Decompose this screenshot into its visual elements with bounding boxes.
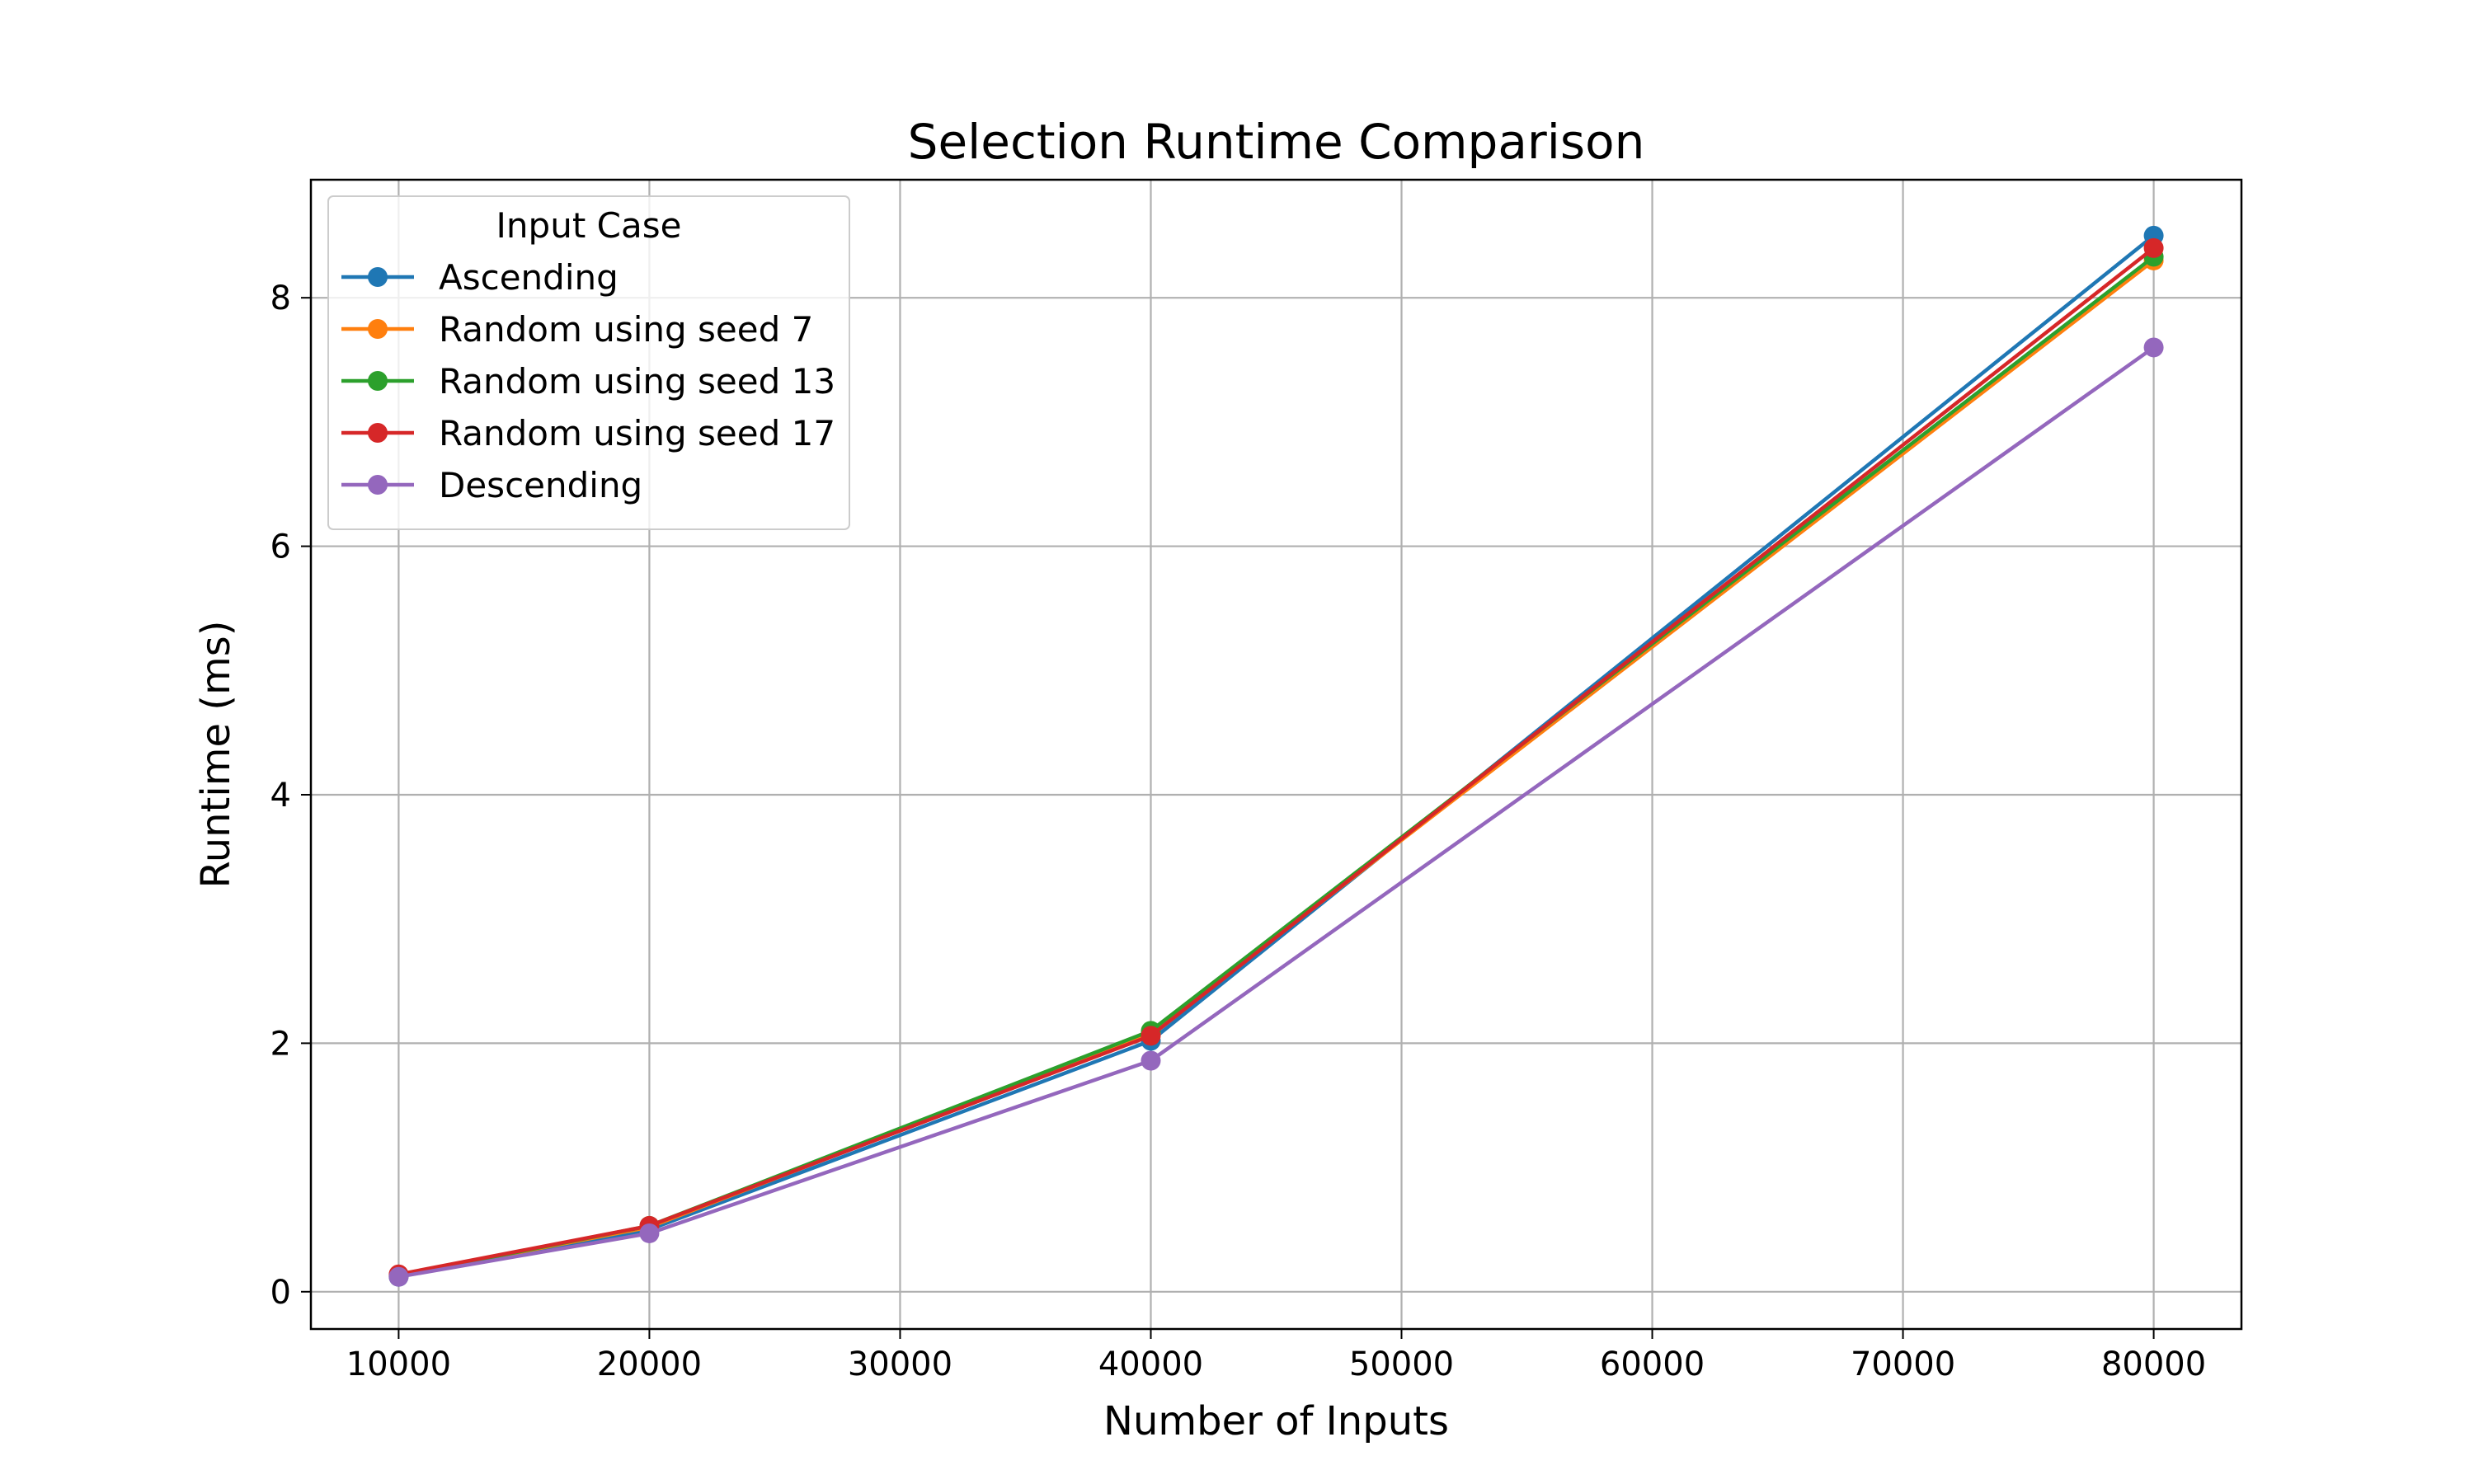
y-tick-label: 2 — [270, 1025, 291, 1063]
plot-frame — [309, 178, 2243, 1331]
data-point — [2143, 337, 2164, 358]
x-tick-label: 50000 — [1349, 1345, 1454, 1383]
legend-label: Random using seed 7 — [439, 309, 813, 350]
legend-marker — [368, 423, 388, 443]
legend-marker — [368, 319, 388, 339]
y-tick-label: 8 — [270, 279, 291, 317]
y-tick-label: 6 — [270, 528, 291, 566]
tick-layer: 10000 20000 30000 40000 50000 60000 70000 80000… — [270, 279, 2207, 1383]
y-tick-label: 0 — [270, 1274, 291, 1312]
legend-item: Random using seed 13 — [341, 361, 835, 402]
legend-box — [327, 195, 850, 530]
legend-marker — [368, 267, 388, 287]
x-tick-label: 10000 — [346, 1345, 451, 1383]
series-layer — [388, 225, 2164, 1287]
y-axis-title: Runtime (ms) — [193, 621, 239, 889]
data-point — [388, 1266, 409, 1287]
grid-layer — [311, 180, 2241, 1329]
legend-label: Random using seed 13 — [439, 361, 835, 402]
legend-item: Random using seed 17 — [341, 413, 835, 453]
series-line — [397, 247, 2155, 1276]
x-tick-label: 80000 — [2101, 1345, 2206, 1383]
legend-title: Input Case — [496, 205, 682, 246]
x-tick-label: 60000 — [1600, 1345, 1705, 1383]
legend-marker — [368, 371, 388, 391]
y-tick-label: 4 — [270, 777, 291, 815]
legend-item: Descending — [341, 465, 642, 505]
legend-label: Ascending — [439, 257, 618, 298]
x-axis-title: Number of Inputs — [1103, 1398, 1449, 1444]
legend-item: Random using seed 7 — [341, 309, 813, 350]
series-group — [388, 337, 2164, 1287]
legend-label: Random using seed 17 — [439, 413, 835, 453]
x-tick-label: 40000 — [1098, 1345, 1203, 1383]
data-point — [1141, 1026, 1161, 1046]
x-tick-label: 20000 — [597, 1345, 702, 1383]
data-point — [1141, 1050, 1161, 1071]
legend-marker — [368, 475, 388, 495]
data-point — [2143, 237, 2164, 258]
x-tick-label: 30000 — [848, 1345, 952, 1383]
chart-title: Selection Runtime Comparison — [908, 114, 1645, 170]
data-point — [639, 1223, 660, 1243]
x-tick-label: 70000 — [1851, 1345, 1955, 1383]
legend-label: Descending — [439, 465, 642, 505]
series-line — [398, 345, 2155, 1279]
legend-item: Ascending — [341, 257, 618, 298]
legend: Input Case Ascending Random using seed 7 R… — [327, 195, 850, 530]
